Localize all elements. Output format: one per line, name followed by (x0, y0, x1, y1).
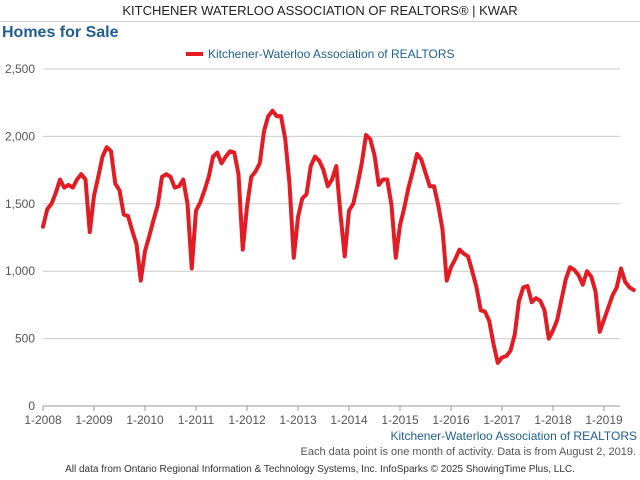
y-tick-label: 2,500 (5, 62, 35, 76)
chart-footnote: Each data point is one month of activity… (300, 446, 636, 458)
data-source: All data from Ontario Regional Informati… (65, 464, 575, 475)
x-tick-label: 1-2015 (381, 413, 419, 427)
x-axis-label: Kitchener-Waterloo Association of REALTO… (390, 429, 637, 443)
x-tick-label: 1-2013 (279, 413, 317, 427)
y-tick-label: 0 (28, 399, 35, 413)
header-bar: KITCHENER WATERLOO ASSOCIATION OF REALTO… (0, 0, 640, 22)
x-tick-label: 1-2011 (178, 413, 215, 427)
y-tick-label: 2,000 (5, 129, 35, 143)
x-tick-label: 1-2008 (24, 413, 62, 427)
legend-label: Kitchener-Waterloo Association of REALTO… (208, 47, 455, 61)
y-tick-label: 500 (15, 332, 35, 346)
x-tick-label: 1-2018 (534, 413, 572, 427)
x-tick-label: 1-2016 (432, 413, 470, 427)
x-tick-label: 1-2012 (228, 413, 266, 427)
x-tick-label: 1-2009 (75, 413, 113, 427)
y-tick-label: 1,500 (5, 197, 35, 211)
x-tick-label: 1-2017 (483, 413, 521, 427)
chart-title: Homes for Sale (2, 24, 119, 41)
series-line (41, 108, 636, 365)
x-tick-label: 1-2019 (585, 413, 623, 427)
x-tick-label: 1-2010 (126, 413, 164, 427)
header-title: KITCHENER WATERLOO ASSOCIATION OF REALTO… (122, 3, 518, 18)
x-tick-label: 1-2014 (330, 413, 368, 427)
y-tick-label: 1,000 (5, 264, 35, 278)
